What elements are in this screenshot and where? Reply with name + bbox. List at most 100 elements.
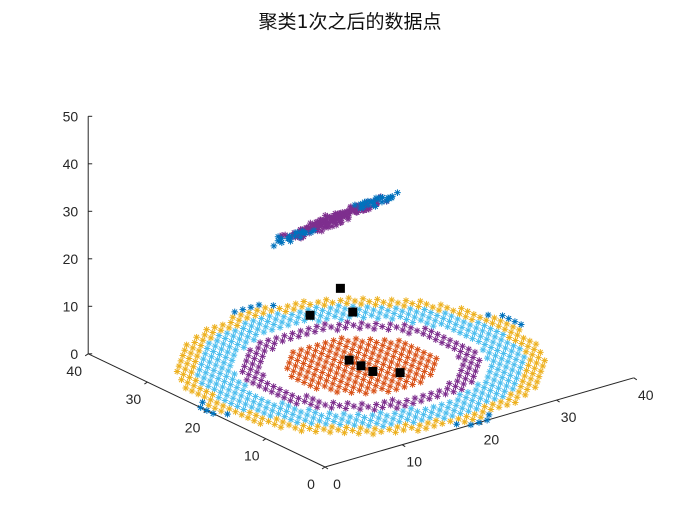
data-point [232,346,240,354]
data-point [286,316,294,324]
data-point [373,200,380,208]
data-point [259,371,267,379]
data-point [384,388,392,395]
data-point [434,412,442,419]
data-point [318,369,326,376]
data-point [313,385,320,392]
data-point [308,376,316,384]
data-point [192,377,200,384]
data-point [401,383,408,391]
data-point [204,364,211,371]
data-point [320,344,327,352]
data-point [520,334,527,342]
data-point [438,420,446,427]
data-point [338,334,346,342]
data-point [479,346,487,354]
data-point [327,213,335,220]
data-point [216,370,224,377]
data-point [340,410,348,418]
data-point [312,428,320,435]
data-point [287,354,295,361]
data-point [481,403,488,410]
data-point [368,311,376,319]
data-point [241,363,248,370]
data-point [502,344,509,352]
data-point [354,311,361,318]
data-point [361,414,368,421]
data-point [226,405,233,413]
data-point [296,234,304,241]
data-point [213,380,220,388]
data-point [470,373,477,380]
data-point [305,406,313,413]
data-point [417,378,424,386]
data-point [541,357,548,364]
data-point [242,338,250,346]
data-point [288,373,296,380]
data-point [284,364,291,372]
data-point [407,405,415,413]
data-point [317,312,324,320]
data-point [243,314,251,322]
data-point [220,359,228,367]
data-point [342,343,350,350]
data-point [233,322,241,329]
data-point [519,377,527,385]
data-point [454,396,462,404]
data-point [250,398,257,406]
data-point [404,354,411,361]
data-point [484,311,492,319]
data-point [346,413,354,421]
data-point [377,409,384,417]
data-point [415,303,422,310]
data-point [479,327,486,335]
data-point [406,348,413,356]
data-point [391,410,399,417]
data-point [383,197,391,205]
data-point [319,307,326,314]
data-point [305,344,313,351]
data-point [351,297,359,305]
data-point [298,365,306,373]
x-tick-label: 30 [561,409,577,425]
data-point [445,380,453,387]
y-tick-label: 40 [66,363,82,379]
data-point [435,306,443,314]
data-point [219,321,227,329]
data-point [349,365,357,372]
data-point [221,335,229,342]
data-point [264,399,272,406]
data-point [438,320,445,328]
data-point [314,341,321,349]
data-point [332,221,340,229]
data-point [284,321,292,329]
data-point [259,353,266,360]
data-point [231,327,239,335]
data-point [304,226,312,234]
x-tick-mark [324,466,329,470]
data-point [464,308,471,315]
data-point [327,385,335,393]
data-point [405,410,413,418]
data-point [305,229,313,237]
data-point [343,381,351,388]
data-point [468,378,476,386]
data-point [403,397,411,404]
data-point [279,418,287,426]
data-point [442,409,450,417]
data-point [386,364,393,371]
data-point [458,324,466,331]
data-point [334,326,341,334]
data-point [211,385,218,393]
data-point [409,381,416,388]
data-point [350,321,357,329]
data-point [420,330,427,338]
data-point [465,407,472,415]
data-point [422,424,430,432]
data-point [357,204,364,212]
data-point [214,356,221,364]
x-tick-label: 0 [333,476,341,492]
data-point [468,397,476,404]
data-point [355,349,362,356]
